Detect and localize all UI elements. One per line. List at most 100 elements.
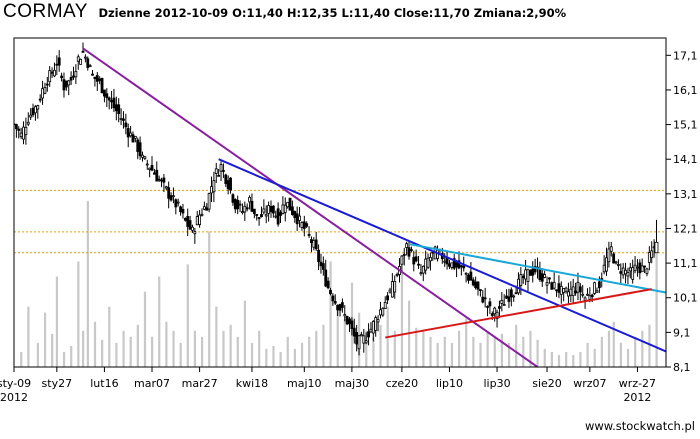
watermark: www.stockwatch.pl [584, 419, 695, 433]
candle-body [471, 279, 475, 286]
candle-body [176, 201, 180, 204]
candle-body [505, 295, 508, 299]
candle-body [119, 117, 123, 120]
candle-body [233, 198, 237, 210]
candle-body [338, 304, 342, 311]
candle-body [183, 217, 187, 221]
candle-body [481, 296, 485, 303]
candle-body [107, 97, 111, 101]
candle-body [186, 216, 190, 227]
candle-body [310, 239, 313, 243]
volume-bar [565, 351, 568, 367]
volume-bar [108, 306, 111, 367]
candle-body [562, 288, 566, 293]
candle-body [509, 289, 513, 298]
candle-body [555, 289, 558, 292]
volume-bar [308, 336, 311, 367]
volume-bar [472, 336, 475, 367]
x-tick-label: cze20 [386, 377, 419, 390]
candle-body [517, 278, 520, 294]
volume-bar [536, 339, 539, 367]
candle-body [414, 256, 418, 262]
volume-bar [493, 336, 496, 367]
candle-body [62, 79, 66, 91]
volume-bar [365, 330, 368, 367]
candle-body [195, 216, 199, 226]
candle-body [22, 126, 25, 140]
candle-body [298, 215, 301, 221]
volume-bar [193, 330, 197, 367]
y-tick-label: 14,1 [673, 153, 698, 166]
volume-bar [593, 348, 596, 367]
candle-body [236, 199, 240, 210]
candle-body [229, 177, 232, 191]
volume-bar [258, 330, 261, 367]
candle-body [307, 234, 311, 236]
candle-body [478, 289, 482, 291]
candle-body [548, 277, 551, 280]
volume-bar [400, 270, 404, 367]
candle-body [626, 272, 630, 277]
candle-body [293, 211, 297, 219]
candle-body [407, 247, 411, 257]
candle-body [643, 265, 646, 268]
candle-body [333, 300, 337, 304]
candle-body [569, 288, 573, 296]
candle-body [210, 186, 213, 194]
candle-body [36, 105, 40, 110]
candle-body [205, 207, 209, 211]
candle-body [283, 204, 287, 213]
candle-body [245, 207, 249, 210]
candle-body [110, 99, 113, 103]
candle-body [445, 257, 449, 265]
volume-bar [457, 330, 461, 367]
candle-body [155, 169, 159, 182]
volume-bar [486, 330, 489, 367]
candle-body [390, 281, 394, 298]
candle-body [122, 118, 125, 121]
candle-body [29, 114, 33, 118]
candle-body [17, 128, 21, 131]
volume-bar [279, 351, 282, 367]
trend-line-cyan [408, 243, 666, 294]
candle-body [252, 208, 256, 214]
trend-line-red [385, 288, 652, 339]
candle-body [388, 289, 392, 293]
candle-body [614, 261, 618, 264]
volume-bar [550, 351, 553, 367]
candle-body [193, 231, 197, 235]
volume-bar [557, 354, 561, 367]
candle-body [329, 289, 332, 295]
x-tick-label: kwi18 [236, 377, 268, 390]
candle-body [364, 340, 368, 344]
candle-body [305, 223, 309, 227]
candle-body [136, 139, 140, 152]
volume-bar [500, 333, 504, 367]
volume-bar [286, 336, 289, 367]
candle-body [86, 58, 90, 68]
volume-bar [379, 324, 382, 367]
candle-body [26, 121, 30, 125]
x-tick-label: wrz07 [573, 377, 606, 390]
volume-bar [293, 348, 296, 367]
volume-bar [229, 324, 232, 367]
candle-body [581, 293, 585, 296]
candle-body [288, 197, 292, 211]
candle-body [395, 273, 399, 276]
candle-body [631, 267, 635, 280]
candle-body [376, 319, 380, 323]
candle-body [467, 274, 470, 281]
candle-body [231, 194, 235, 203]
volume-bar [607, 330, 611, 367]
candle-body [383, 302, 387, 309]
candle-body [533, 266, 537, 273]
candle-body [588, 295, 592, 300]
volume-bar [51, 333, 54, 367]
volume-bar [648, 324, 651, 367]
candle-body [81, 50, 85, 53]
volume-bar [586, 342, 589, 367]
candle-body [276, 208, 280, 225]
volume-bar [507, 342, 511, 367]
candle-body [260, 214, 263, 218]
candle-body [476, 281, 480, 290]
